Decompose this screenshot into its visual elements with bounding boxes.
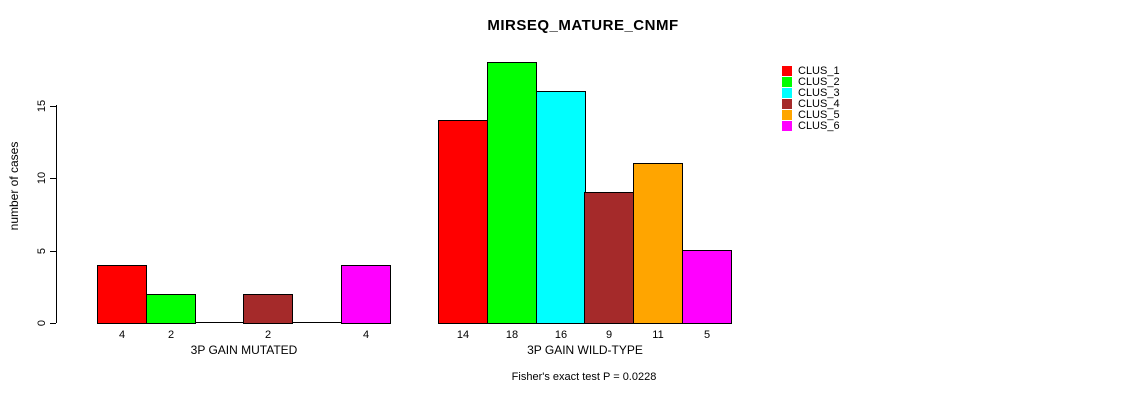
bar-clus_6 <box>682 250 732 324</box>
legend-label: CLUS_1 <box>798 65 840 77</box>
y-tick-label: 15 <box>36 99 48 113</box>
bar-value-label: 2 <box>264 329 272 341</box>
bar-clus_1 <box>438 120 488 324</box>
bar-value-label: 4 <box>118 329 126 341</box>
bar-clus_6 <box>341 265 391 324</box>
legend-row: CLUS_5 <box>782 109 840 121</box>
legend-row: CLUS_3 <box>782 87 840 99</box>
y-tick-mark <box>50 322 56 324</box>
y-axis-line <box>56 105 57 323</box>
bar-clus_2 <box>146 294 196 324</box>
bar-clus_3 <box>536 91 586 324</box>
y-tick-mark <box>50 105 56 107</box>
legend-row: CLUS_2 <box>782 76 840 88</box>
bar-clus_5 <box>633 163 683 324</box>
bar-value-label: 4 <box>362 329 370 341</box>
legend-swatch-clus_3 <box>782 88 792 98</box>
bar-value-label: 5 <box>703 329 711 341</box>
y-tick-label: 0 <box>36 319 48 327</box>
legend-label: CLUS_6 <box>798 120 840 132</box>
bar-clus_4 <box>243 294 293 324</box>
y-axis-title: number of cases <box>7 141 21 231</box>
legend-row: CLUS_6 <box>782 120 840 132</box>
bar-value-label: 16 <box>554 329 568 341</box>
legend-row: CLUS_4 <box>782 98 840 110</box>
y-tick-label: 5 <box>36 247 48 255</box>
legend-swatch-clus_5 <box>782 110 792 120</box>
bar-value-label: 11 <box>652 329 664 341</box>
legend-label: CLUS_5 <box>798 109 840 121</box>
bar-clus_1 <box>97 265 147 324</box>
y-tick-mark <box>50 250 56 252</box>
bar-clus_2 <box>487 62 537 324</box>
legend-label: CLUS_2 <box>798 76 840 88</box>
chart-title: MIRSEQ_MATURE_CNMF <box>487 17 679 34</box>
fisher-test-annotation: Fisher's exact test P = 0.0228 <box>511 371 657 383</box>
legend: CLUS_1 CLUS_2 CLUS_3 CLUS_4 CLUS_5 CLUS_6 <box>782 66 840 132</box>
bar-value-label: 9 <box>605 329 613 341</box>
group-label-wild-type: 3P GAIN WILD-TYPE <box>527 343 643 357</box>
legend-swatch-clus_6 <box>782 121 792 131</box>
legend-swatch-clus_2 <box>782 77 792 87</box>
bar-clus_4 <box>584 192 634 324</box>
bar-value-label: 14 <box>456 329 470 341</box>
bar-value-label: 18 <box>505 329 519 341</box>
legend-swatch-clus_1 <box>782 66 792 76</box>
legend-label: CLUS_3 <box>798 87 840 99</box>
legend-row: CLUS_1 <box>782 65 840 77</box>
group-label-mutated: 3P GAIN MUTATED <box>190 343 298 357</box>
y-tick-mark <box>50 177 56 179</box>
y-tick-label: 10 <box>36 171 48 185</box>
legend-label: CLUS_4 <box>798 98 840 110</box>
bar-value-label: 2 <box>167 329 175 341</box>
legend-swatch-clus_4 <box>782 99 792 109</box>
